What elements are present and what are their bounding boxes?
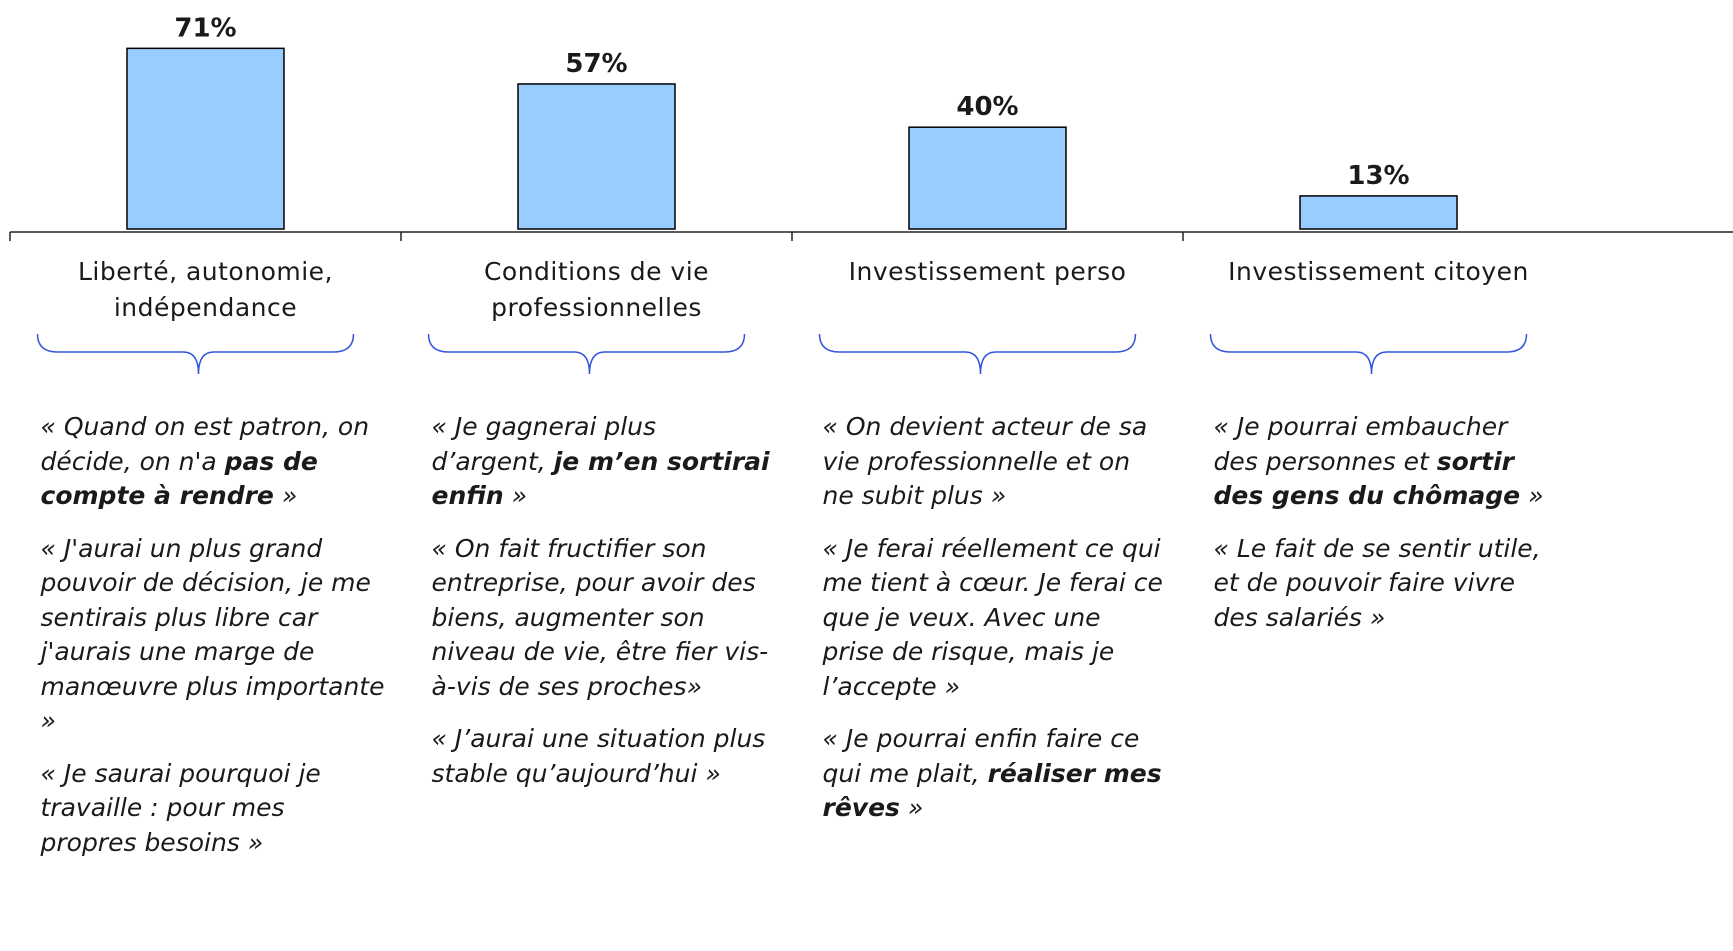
- quote: « Je saurai pourquoi je travaille : pour…: [41, 757, 386, 861]
- quote-text: « Je pourrai embaucher des personnes et: [1213, 412, 1508, 476]
- quote-text: »: [899, 793, 924, 822]
- brace: [36, 333, 355, 375]
- quote-text: « On devient acteur de sa vie profession…: [822, 412, 1148, 510]
- brace: [818, 333, 1137, 375]
- quote: « On fait fructifier son entreprise, pou…: [432, 532, 777, 705]
- quote: « J'aurai un plus grand pouvoir de décis…: [41, 532, 386, 739]
- quote: « Quand on est patron, on décide, on n'a…: [41, 410, 386, 514]
- quote-text: »: [1520, 481, 1544, 510]
- brace: [427, 333, 746, 375]
- value-label: 13%: [1347, 161, 1409, 191]
- bar: [908, 126, 1067, 230]
- quote-emphasis: sortir des gens du chômage: [1213, 446, 1521, 511]
- quote-text: « Je ferai réellement ce qui me tient à …: [822, 533, 1163, 701]
- bar: [1299, 195, 1458, 230]
- quote-text: »: [503, 481, 528, 510]
- value-label: 40%: [956, 92, 1018, 122]
- quote-emphasis: je m’en sortirai enfin: [431, 446, 770, 511]
- quote-text: « J’aurai une situation plus stable qu’a…: [431, 724, 766, 788]
- quote: « Le fait de se sentir utile, et de pouv…: [1214, 532, 1559, 636]
- quote: « J’aurai une situation plus stable qu’a…: [432, 722, 777, 791]
- quote-text: « On fait fructifier son entreprise, pou…: [431, 533, 769, 701]
- quote-text: « Le fait de se sentir utile, et de pouv…: [1213, 533, 1541, 632]
- quote-column: « Je gagnerai plus d’argent, je m’en sor…: [432, 410, 777, 809]
- quote-emphasis: réaliser mes rêves: [822, 758, 1162, 823]
- brace: [1209, 333, 1528, 375]
- quote-text: « Je gagnerai plus d’argent,: [431, 412, 657, 476]
- category-label: Investissement perso: [848, 257, 1127, 286]
- quote-text: »: [273, 481, 298, 510]
- quote-column: « Je pourrai embaucher des personnes et …: [1214, 410, 1559, 653]
- quote: « Je pourrai embaucher des personnes et …: [1214, 410, 1559, 514]
- quote-text: « Quand on est patron, on décide, on n'a: [40, 412, 370, 476]
- quote-text: « Je pourrai enfin faire ce qui me plait…: [822, 724, 1140, 788]
- value-label: 57%: [565, 49, 627, 79]
- quote-text: « J'aurai un plus grand pouvoir de décis…: [40, 533, 385, 736]
- category-label: Investissement citoyen: [1228, 257, 1529, 286]
- quote: « Je ferai réellement ce qui me tient à …: [823, 532, 1168, 705]
- quote-column: « Quand on est patron, on décide, on n'a…: [41, 410, 386, 878]
- quote: « On devient acteur de sa vie profession…: [823, 410, 1168, 514]
- bar: [517, 83, 676, 230]
- value-label: 71%: [174, 13, 236, 43]
- quote-emphasis: pas de compte à rendre: [40, 446, 318, 511]
- bar: [126, 47, 285, 230]
- category-label: Conditions de vie professionnelles: [483, 257, 710, 322]
- category-label: Liberté, autonomie, indépendance: [77, 257, 333, 322]
- quote-text: « Je saurai pourquoi je travaille : pour…: [40, 758, 321, 857]
- quote: « Je pourrai enfin faire ce qui me plait…: [823, 722, 1168, 826]
- quote: « Je gagnerai plus d’argent, je m’en sor…: [432, 410, 777, 514]
- quote-column: « On devient acteur de sa vie profession…: [823, 410, 1168, 844]
